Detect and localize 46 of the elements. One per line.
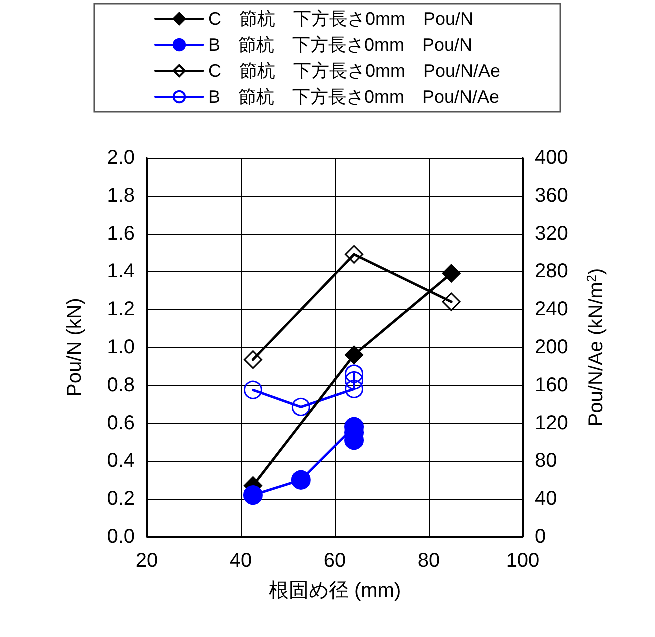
point: [345, 364, 364, 384]
y-tick-label: 1.8: [107, 184, 135, 207]
legend-label: C 節杭 下方長さ0mm Pou/N/Ae: [208, 61, 501, 81]
y2-axis-title: Pou/N/Ae (kN/m2): [584, 268, 608, 427]
y2-tick-label: 40: [535, 488, 558, 510]
x-tick-label: 100: [506, 550, 540, 572]
y-tick-label: 0.0: [107, 526, 135, 548]
y-tick-label: 1.2: [107, 298, 135, 321]
y-tick-label: 1.6: [107, 222, 135, 245]
y-tick-label: 0.6: [107, 412, 135, 434]
point: [345, 346, 364, 364]
legend-label: B 節杭 下方長さ0mm Pou/N: [208, 35, 473, 55]
x-tick-label: 40: [230, 550, 252, 572]
x-tick-label: 80: [418, 550, 440, 572]
point: [345, 380, 364, 398]
y2-tick-label: 120: [535, 412, 568, 434]
point: [442, 292, 461, 312]
y-tick-label: 0.8: [107, 374, 135, 396]
y2-tick-label: 280: [535, 260, 568, 283]
x-tick-label: 20: [136, 550, 158, 572]
point: [244, 380, 262, 400]
y2-tick-label: 0: [535, 526, 546, 548]
y2-tick-label: 240: [535, 298, 568, 321]
y-tick-label: 0.4: [107, 450, 135, 472]
y-tick-label: 1.0: [107, 336, 135, 358]
y2-tick-label: 160: [535, 374, 568, 396]
y-axis-title: Pou/N (kN): [64, 298, 86, 397]
point: [345, 245, 364, 264]
y2-tick-label: 320: [535, 222, 568, 245]
y2-tick-label: 400: [535, 147, 568, 169]
point: [291, 470, 311, 490]
point: [442, 264, 461, 283]
point: [244, 350, 262, 370]
legend-label: B 節杭 下方長さ0mm Pou/N/Ae: [208, 87, 500, 107]
point: [292, 398, 310, 416]
y-tick-label: 2.0: [107, 147, 135, 169]
x-tick-label: 60: [324, 550, 346, 572]
y2-tick-label: 360: [535, 184, 568, 207]
y-tick-label: 1.4: [107, 260, 135, 283]
y2-tick-label: 200: [535, 336, 568, 358]
point: [345, 371, 364, 390]
y-tick-label: 0.2: [107, 488, 135, 510]
point: [243, 486, 263, 506]
y2-tick-label: 80: [535, 450, 558, 472]
legend-label: C 節杭 下方長さ0mm Pou/N: [208, 9, 474, 29]
x-axis-title: 根固め径 (mm): [268, 580, 402, 602]
